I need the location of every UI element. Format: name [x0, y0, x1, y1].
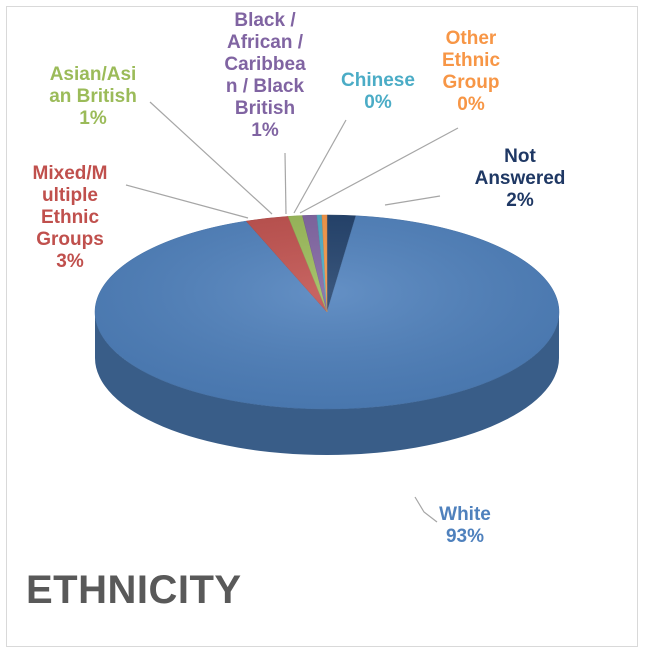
pie-sheen: [95, 215, 559, 409]
data-label-1: Not Answered 2%: [475, 146, 566, 211]
data-label-5: Black / African / Caribbea n / Black British…: [224, 10, 306, 141]
leader-lines: [125, 101, 459, 523]
leader-line-7: [299, 127, 459, 214]
leader-line-2: [414, 496, 438, 523]
leader-line-3: [125, 184, 249, 219]
data-label-4: Asian/Asi an British 1%: [49, 64, 137, 129]
data-label-6: Chinese 0%: [341, 70, 415, 113]
leader-line-6: [293, 119, 347, 214]
data-label-2: White 93%: [439, 504, 491, 547]
data-label-7: Other Ethnic Group 0%: [442, 28, 500, 115]
data-label-3: Mixed/M ultiple Ethnic Groups 3%: [33, 163, 108, 272]
leader-line-1: [384, 195, 441, 206]
leader-line-5: [284, 152, 287, 215]
pie-depth: [95, 312, 559, 455]
pie-top: [94, 214, 560, 410]
data-labels: Not Answered 2% White 93% Mixed/M ultiple Ethni…: [33, 10, 566, 547]
leader-line-4: [149, 101, 273, 215]
chart-title: ETHNICITY: [26, 568, 242, 612]
pie-side-2: [95, 312, 559, 455]
